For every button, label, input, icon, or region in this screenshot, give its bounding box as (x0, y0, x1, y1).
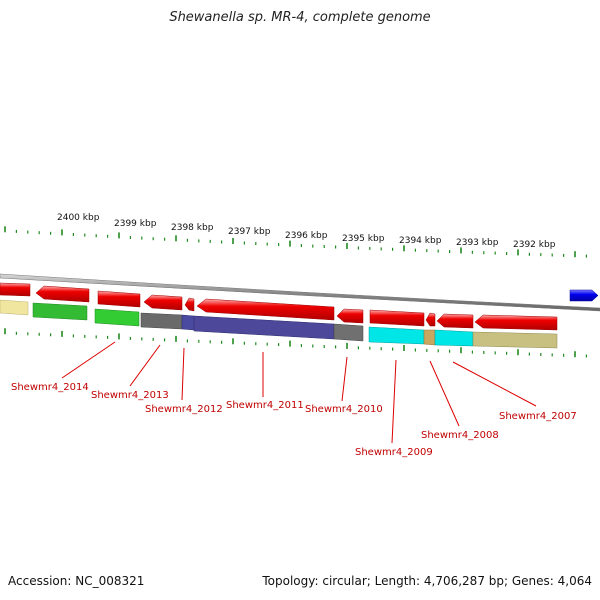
gene-label[interactable]: Shewmr4_2007 (499, 411, 577, 422)
ruler-label: 2399 kbp (114, 219, 157, 229)
gene-arrow (0, 282, 31, 297)
feature-block (32, 302, 88, 321)
accession-text: Accession: NC_008321 (8, 574, 145, 588)
ruler-ticks-bottom (4, 328, 588, 358)
ruler-label: 2394 kbp (399, 236, 442, 246)
gene-arrow (474, 314, 558, 331)
feature-block (472, 331, 558, 349)
forward-strand-feature (569, 289, 599, 302)
gene-arrows (0, 282, 558, 331)
gene-arrow (35, 285, 90, 303)
ruler-label: 2392 kbp (513, 240, 556, 250)
feature-block (140, 312, 183, 330)
ruler-label: 2400 kbp (57, 213, 100, 223)
gene-label[interactable]: Shewmr4_2014 (11, 382, 89, 393)
gene-arrow (425, 312, 436, 327)
feature-block (423, 329, 436, 346)
gene-label[interactable]: Shewmr4_2010 (305, 404, 383, 415)
feature-block (434, 329, 474, 347)
ruler-label: 2397 kbp (228, 227, 271, 237)
gene-arrow (184, 297, 195, 312)
ruler-ticks-top (4, 226, 588, 258)
gene-arrow (97, 290, 141, 308)
feature-block (193, 315, 335, 340)
feature-block (0, 299, 29, 316)
gene-label[interactable]: Shewmr4_2013 (91, 390, 169, 401)
genome-backbone (0, 273, 600, 312)
ruler-label: 2395 kbp (342, 234, 385, 244)
gene-label[interactable]: Shewmr4_2008 (421, 430, 499, 441)
gene-label[interactable]: Shewmr4_2011 (226, 400, 304, 411)
feature-block (333, 323, 364, 342)
gene-label[interactable]: Shewmr4_2009 (355, 447, 433, 458)
topology-text: Topology: circular; Length: 4,706,287 bp… (262, 574, 592, 588)
label-leaders (61, 341, 537, 444)
gene-arrow (369, 309, 425, 327)
feature-block (94, 308, 140, 327)
feature-block (181, 314, 195, 331)
feature-block (368, 326, 425, 345)
gene-arrow (436, 313, 474, 329)
gene-arrow (143, 294, 183, 311)
gene-label[interactable]: Shewmr4_2012 (145, 404, 223, 415)
feature-blocks (0, 299, 558, 349)
gene-arrow (196, 298, 335, 321)
ruler-label: 2393 kbp (456, 238, 499, 248)
gene-arrow (336, 308, 364, 324)
ruler-label: 2398 kbp (171, 223, 214, 233)
ruler-labels: 2400 kbp 2399 kbp 2398 kbp 2397 kbp 2396… (57, 213, 556, 250)
ruler-label: 2396 kbp (285, 231, 328, 241)
genome-title: Shewanella sp. MR-4, complete genome (169, 10, 431, 25)
gene-labels: Shewmr4_2014 Shewmr4_2013 Shewmr4_2012 S… (11, 382, 577, 458)
